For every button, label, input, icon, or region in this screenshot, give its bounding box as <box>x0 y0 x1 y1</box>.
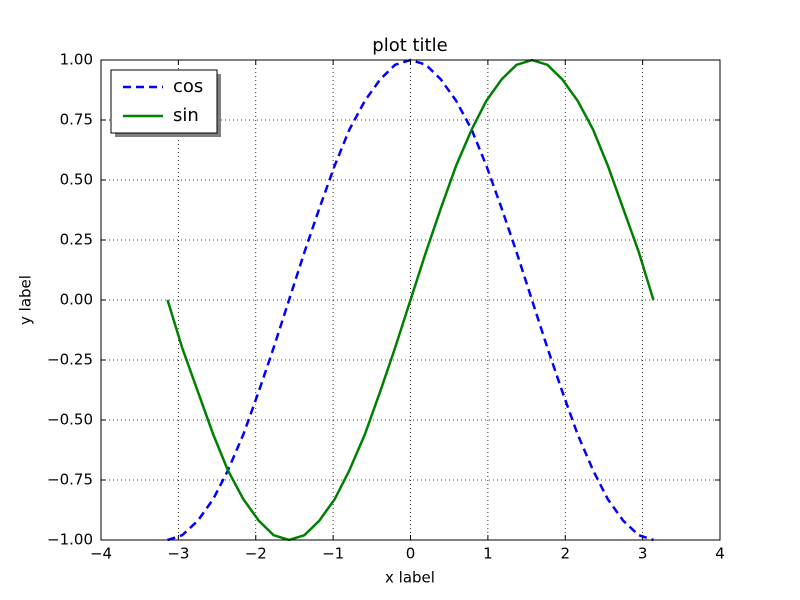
y-tick-label: 0.00 <box>60 291 93 309</box>
y-tick-label: −0.50 <box>47 411 93 429</box>
legend-label: sin <box>173 105 199 126</box>
x-tick-label: 0 <box>406 545 416 563</box>
x-tick-label: 1 <box>483 545 493 563</box>
x-tick-label: 3 <box>638 545 648 563</box>
x-tick-label: −3 <box>167 545 189 563</box>
y-tick-label: 0.25 <box>60 231 93 249</box>
legend <box>110 69 218 134</box>
x-tick-label: 4 <box>715 545 725 563</box>
x-tick-label: 2 <box>560 545 570 563</box>
y-tick-label: −0.75 <box>47 471 93 489</box>
data-line <box>166 58 655 542</box>
y-axis-label: y label <box>17 275 35 325</box>
y-tick-label: −0.25 <box>47 351 93 369</box>
y-tick-label: −1.00 <box>47 531 93 549</box>
x-tick-label: −2 <box>245 545 267 563</box>
plot-frame <box>100 59 721 541</box>
x-tick-label: −4 <box>90 545 112 563</box>
x-axis-label: x label <box>385 569 435 587</box>
chart-title: plot title <box>372 35 447 56</box>
y-tick-label: 0.75 <box>60 111 93 129</box>
y-tick-label: 0.50 <box>60 171 93 189</box>
legend-label: cos <box>173 76 203 97</box>
x-tick-label: −1 <box>322 545 344 563</box>
y-tick-label: 1.00 <box>60 51 93 69</box>
